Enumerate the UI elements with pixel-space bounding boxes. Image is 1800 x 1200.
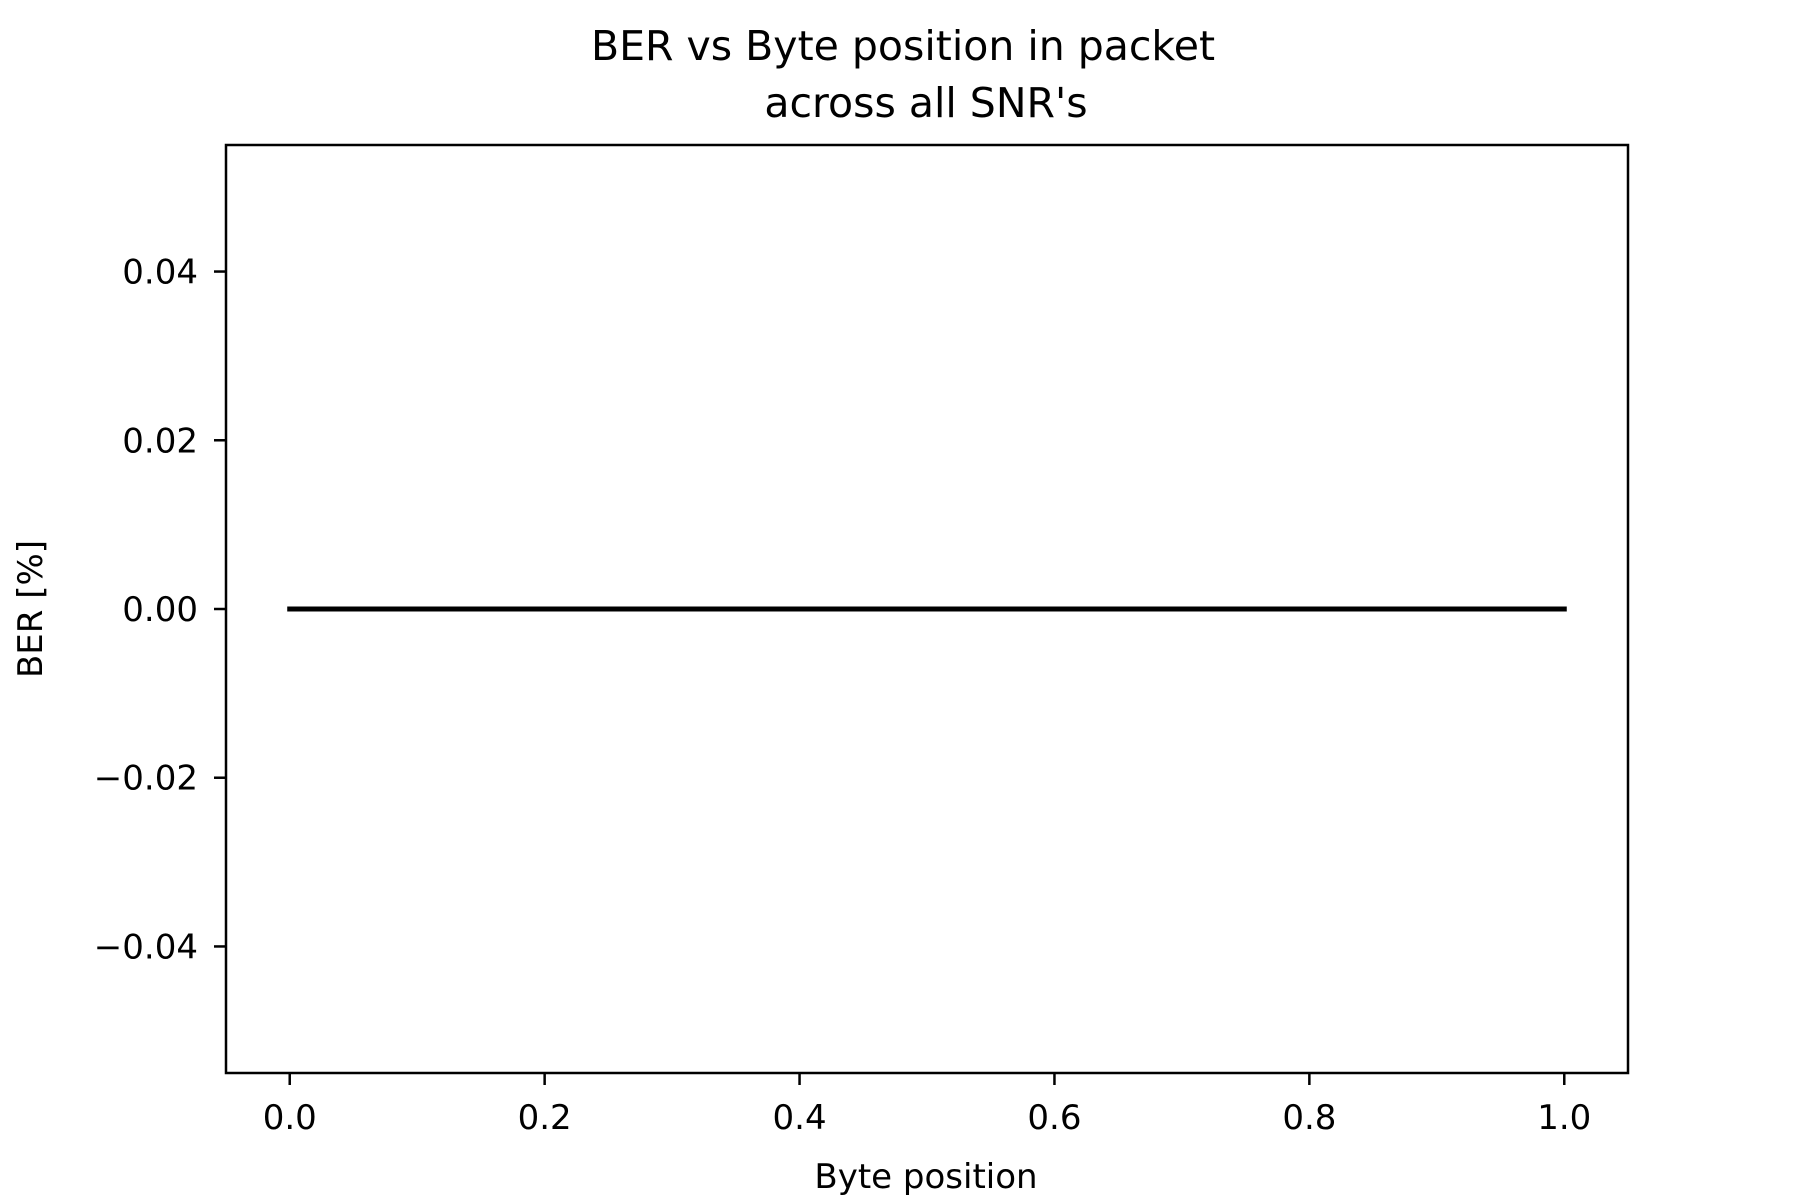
y-tick-label-4: −0.04 [94,927,198,967]
x-tick-label-2: 0.4 [773,1098,827,1138]
y-tick-label-2: 0.00 [122,590,198,630]
plot-area: 0.0 0.2 0.4 0.6 0.8 1.0 0.04 0.02 0.00 −0.02 −0.04 [94,143,1630,1138]
chart-title-line-2: across all SNR's [764,79,1087,127]
y-tick-label-1: 0.02 [122,421,198,461]
chart-title-line-1: BER vs Byte position in packet [591,22,1215,70]
y-tick-label-3: −0.02 [94,759,198,799]
x-tick-label-0: 0.0 [263,1098,317,1138]
x-tick-label-5: 1.0 [1537,1098,1591,1138]
x-tick-label-4: 0.8 [1282,1098,1336,1138]
y-tick-label-0: 0.04 [122,253,198,293]
x-tick-label-1: 0.2 [518,1098,572,1138]
x-tick-label-3: 0.6 [1027,1098,1081,1138]
x-axis-label: Byte position [814,1157,1037,1197]
y-axis-label: BER [%] [11,540,51,678]
